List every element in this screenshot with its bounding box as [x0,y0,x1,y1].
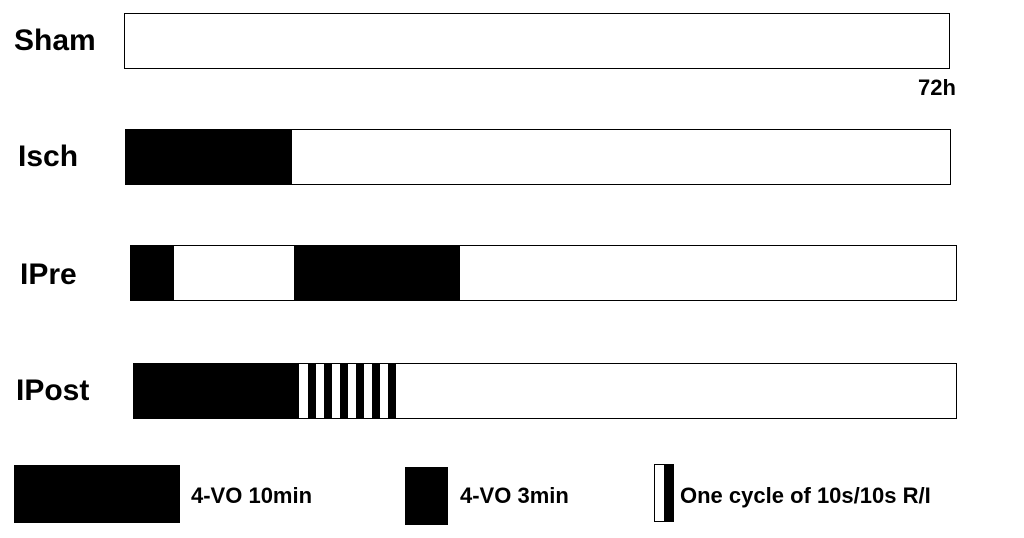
reperfusion-cycle-stripe [372,364,380,418]
ischemia-3min-segment [131,246,174,300]
row-label-sham: Sham [14,24,96,57]
ischemia-10min-segment [134,364,299,418]
reperfusion-cycle-stripe [324,364,332,418]
reperfusion-cycle-stripe [388,364,396,418]
legend-swatch-cycle-fill [664,465,673,521]
ipre-timeline-bar [130,245,957,301]
duration-label: 72h [918,75,956,100]
legend-swatch-3min [405,467,448,525]
sham-timeline-bar [124,13,950,69]
legend-swatch-cycle [654,464,674,522]
ischemia-10min-segment [294,246,460,300]
legend-swatch-10min [14,465,180,523]
reperfusion-cycle-stripe [308,364,316,418]
row-label-isch: Isch [18,140,79,173]
row-label-ipre: IPre [20,258,77,291]
reperfusion-cycle-stripe [340,364,348,418]
legend-label-3min: 4-VO 3min [460,483,569,508]
legend-label-10min: 4-VO 10min [191,483,313,508]
legend-label-cycle: One cycle of 10s/10s R/I [680,483,931,508]
ipost-timeline-bar [133,363,957,419]
isch-timeline-bar [125,129,951,185]
ischemia-10min-segment [126,130,292,184]
row-label-ipost: IPost [16,374,90,407]
reperfusion-cycle-stripe [356,364,364,418]
